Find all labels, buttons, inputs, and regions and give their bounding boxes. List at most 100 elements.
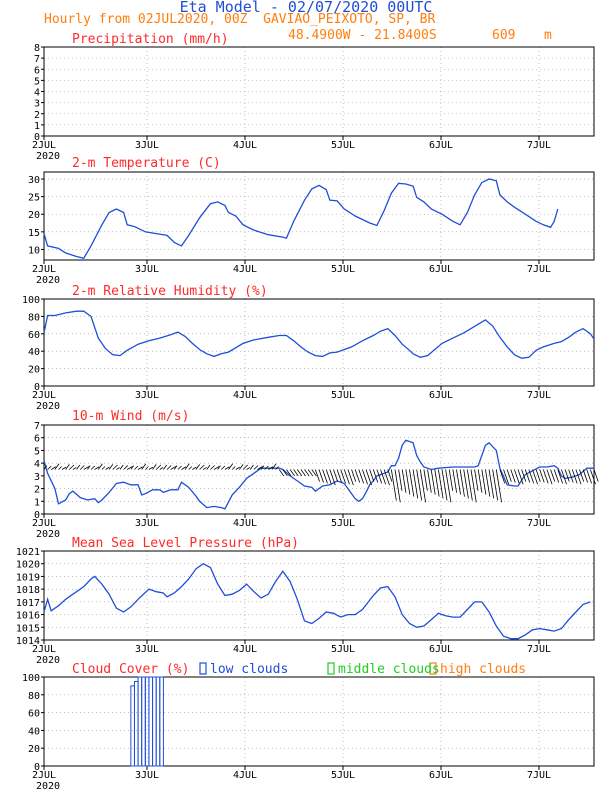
- wind-barb: [452, 469, 458, 493]
- y-tick-label: 40: [28, 347, 40, 358]
- wind-barb: [76, 464, 81, 470]
- wind-barb: [286, 469, 292, 477]
- y-tick-label: 2: [34, 110, 40, 121]
- wind-barb: [177, 465, 182, 470]
- wind-barb: [503, 469, 510, 485]
- wind-barb: [166, 465, 172, 470]
- wind-barb: [145, 466, 149, 470]
- wind-barb: [69, 464, 75, 470]
- wind-barb: [571, 469, 578, 484]
- y-tick-label: 80: [28, 691, 40, 702]
- wind-barb: [119, 464, 124, 470]
- wind-barb: [296, 469, 303, 477]
- x-tick-label: 6JUL: [429, 264, 453, 275]
- x-tick-label: 7JUL: [527, 140, 551, 151]
- wind-barb: [257, 466, 263, 470]
- wind-barb: [448, 469, 454, 491]
- panel-frame: [43, 298, 595, 387]
- wind-barb: [246, 467, 251, 470]
- wind-barb: [557, 469, 563, 484]
- series-line: [43, 562, 591, 640]
- wind-barb: [127, 466, 133, 470]
- wind-barb: [58, 466, 62, 470]
- x-tick-label: 7JUL: [527, 770, 551, 781]
- x-tick-label: 5JUL: [331, 390, 355, 401]
- legend-swatch: [199, 662, 207, 675]
- x-tick-label: 2JUL: [32, 518, 56, 529]
- wind-barb: [550, 469, 556, 482]
- y-tick-label: 7: [34, 54, 40, 65]
- cloud-bar: [137, 676, 143, 767]
- wind-barb: [495, 469, 502, 503]
- wind-barb: [506, 469, 512, 482]
- legend-swatch: [327, 662, 335, 675]
- x-tick-label: 3JUL: [135, 140, 159, 151]
- wind-barb: [90, 465, 95, 470]
- wind-barb: [561, 469, 567, 485]
- panel-1: [41, 171, 595, 264]
- wind-barb: [340, 469, 346, 484]
- y-tick-label: 1: [34, 497, 40, 508]
- y-tick-label: 6: [34, 434, 40, 445]
- wind-barb: [116, 467, 120, 470]
- wind-barb: [199, 464, 205, 470]
- wind-barb: [101, 466, 106, 470]
- x-tick-label: 7JUL: [527, 264, 551, 275]
- x-year-label: 2020: [36, 781, 60, 792]
- wind-barb: [217, 465, 221, 470]
- wind-barb: [427, 469, 432, 493]
- y-tick-label: 30: [28, 175, 40, 186]
- wind-barb: [231, 466, 236, 470]
- y-tick-label: 8: [34, 43, 40, 54]
- wind-barb: [466, 469, 473, 501]
- wind-barb: [372, 469, 379, 483]
- y-tick-label: 60: [28, 709, 40, 720]
- y-tick-label: 5: [34, 446, 40, 457]
- cloud-bar: [133, 680, 139, 767]
- wind-barb: [65, 464, 70, 470]
- wind-barb: [524, 469, 531, 483]
- y-tick-label: 3: [34, 472, 40, 483]
- wind-barb: [459, 469, 465, 497]
- x-tick-label: 4JUL: [233, 644, 257, 655]
- wind-barb: [235, 466, 240, 470]
- y-tick-label: 0: [34, 382, 40, 393]
- wind-barb: [271, 463, 277, 470]
- wind-barb: [390, 469, 397, 501]
- wind-barb: [419, 469, 426, 503]
- wind-barb: [315, 469, 320, 482]
- wind-barb: [477, 469, 483, 493]
- x-tick-label: 7JUL: [527, 390, 551, 401]
- panel-2: [41, 298, 595, 390]
- x-tick-label: 5JUL: [331, 264, 355, 275]
- wind-barb: [514, 469, 520, 484]
- wind-barb: [401, 469, 407, 493]
- wind-barb: [61, 466, 67, 470]
- y-tick-label: 60: [28, 330, 40, 341]
- y-tick-label: 20: [28, 365, 40, 376]
- y-tick-label: 1019: [16, 572, 40, 583]
- wind-barb: [170, 466, 176, 470]
- panel-title: 2-m Temperature (C): [72, 156, 221, 171]
- wind-barb: [268, 466, 274, 470]
- wind-barb: [192, 466, 197, 470]
- wind-barb: [54, 463, 60, 470]
- wind-barb: [492, 469, 499, 501]
- panel-title: Mean Sea Level Pressure (hPa): [72, 536, 299, 551]
- x-year-label: 2020: [36, 529, 60, 540]
- y-tick-label: 20: [28, 744, 40, 755]
- cloud-bar: [159, 676, 164, 767]
- wind-barb: [47, 465, 52, 470]
- x-tick-label: 2JUL: [32, 264, 56, 275]
- wind-barb: [456, 469, 461, 495]
- y-tick-label: 4: [34, 459, 40, 470]
- wind-barb: [329, 469, 336, 486]
- wind-barb: [152, 464, 157, 470]
- wind-barb: [210, 465, 215, 470]
- wind-barb: [307, 469, 314, 477]
- x-tick-label: 5JUL: [331, 644, 355, 655]
- wind-barb: [499, 469, 506, 484]
- y-tick-label: 1020: [16, 560, 40, 571]
